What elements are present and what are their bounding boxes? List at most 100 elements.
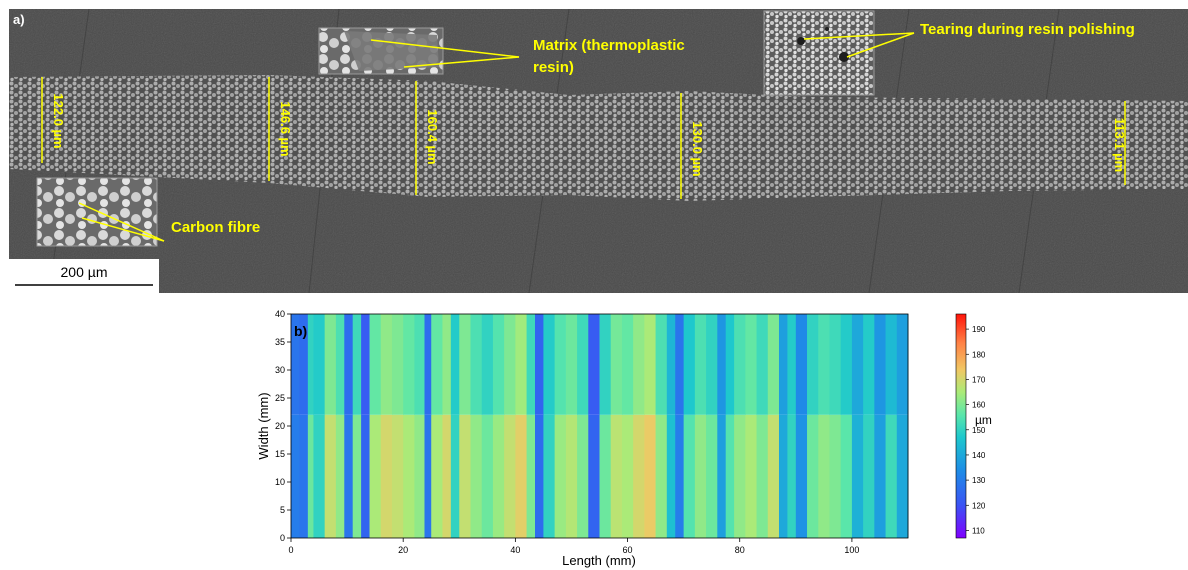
heatmap-cell [706,314,718,415]
thickness-heatmap-panel: 0 20 40 60 80 100 0 5 10 15 20 25 30 35 40 b) Length … [256,309,992,568]
heatmap-cell [787,314,797,415]
y-tick-label: 10 [275,477,285,487]
x-tick-label: 0 [288,545,293,555]
matrix-inset [318,27,444,75]
heatmap-cell [683,314,696,415]
heatmap-cell [470,414,483,538]
thickness-label: 122.0 µm [51,93,66,148]
heatmap-cell [450,414,460,538]
heatmap-cell [829,314,842,415]
carbon-fibre-inset [36,177,158,247]
heatmap-cell [734,414,746,538]
heatmap-cell [543,414,556,538]
heatmap-cell [795,314,808,415]
heatmap-cell [515,414,528,538]
heatmap-cell [588,314,600,415]
heatmap-cell [840,414,853,538]
heatmap-cell [851,414,864,538]
heatmap-cell [599,314,612,415]
y-tick-label: 25 [275,393,285,403]
heatmap-cell [896,414,909,538]
heatmap-cell [534,314,544,415]
heatmap-cell [874,314,887,415]
heatmap-cell [361,314,371,415]
heatmap-cell [291,314,300,415]
heatmap-cell [344,414,354,538]
heatmap-cell [481,414,494,538]
heatmap-cell [633,314,645,415]
colorbar [955,313,967,539]
y-tick-label: 40 [275,309,285,319]
heatmap-cell [313,414,326,538]
heatmap-cell [588,414,600,538]
heatmap-cell [599,414,612,538]
colorbar-tick-label: 180 [972,350,986,359]
heatmap-cell [807,314,819,415]
heatmap-cell [644,314,657,415]
heatmap-cell [778,314,788,415]
heatmap-cell [610,414,623,538]
y-axis-label: Width (mm) [256,392,271,459]
heatmap-cell [459,314,471,415]
carbon-fibre-annotation: Carbon fibre [171,219,260,236]
heatmap-cell [313,314,326,415]
heatmap-cell [424,414,432,538]
heatmap-cell [874,414,887,538]
heatmap-cell [577,314,589,415]
colorbar-tick-label: 160 [972,401,986,410]
heatmap-cell [403,314,415,415]
heatmap-cell [863,414,875,538]
thickness-label: 146.6 µm [278,101,293,156]
heatmap-cell [554,414,567,538]
heatmap-cell [767,414,780,538]
heatmap-cell [335,314,345,415]
heatmap-cell [725,414,735,538]
colorbar-tick-label: 150 [972,426,986,435]
y-tick-label: 30 [275,365,285,375]
heatmap-cell [299,314,309,415]
heatmap-cell [756,414,769,538]
heatmap-cell [431,314,443,415]
matrix-annotation: resin) [533,59,574,76]
carbon-fibre-pointers [78,202,165,242]
heatmap-cell [504,414,516,538]
panel-label-b: b) [294,323,307,339]
tearing-inset [763,10,875,96]
heatmap-cell [352,314,362,415]
x-axis-label: Length (mm) [562,553,636,568]
x-tick-label: 80 [735,545,745,555]
heatmap-cell [767,314,780,415]
heatmap-cell [621,414,634,538]
heatmap-cell [361,414,371,538]
thickness-label: 113.1 µm [1112,118,1127,172]
y-axis: 0 5 10 15 20 25 30 35 40 [275,309,291,543]
heatmap-cell [694,314,707,415]
heatmap-cell [610,314,623,415]
heatmap-cell [369,314,382,415]
heatmap-cell [391,414,404,538]
heatmap-cell [414,414,425,538]
heatmap-cell [655,414,668,538]
heatmap-cell [431,414,443,538]
heatmap-cell [840,314,853,415]
heatmap-cell [851,314,864,415]
x-axis: 0 20 40 60 80 100 [288,538,859,555]
heatmap-cell [299,414,309,538]
tearing-pointers [803,32,915,58]
heatmap-cell [565,314,578,415]
heatmap-cell [324,414,337,538]
heatmap-cell [896,314,909,415]
heatmap-cell [807,414,819,538]
heatmap-cell [666,314,676,415]
colorbar-tick-label: 170 [972,375,986,384]
heatmap-cell [745,414,758,538]
y-tick-label: 35 [275,337,285,347]
heatmap-cell [307,414,314,538]
heatmap-cell [492,414,505,538]
heatmap-cell [818,414,830,538]
heatmap-cell [885,414,898,538]
heatmap-cell [675,414,685,538]
heatmap-cell [787,414,797,538]
heatmap-cell [717,414,727,538]
y-tick-label: 0 [280,533,285,543]
